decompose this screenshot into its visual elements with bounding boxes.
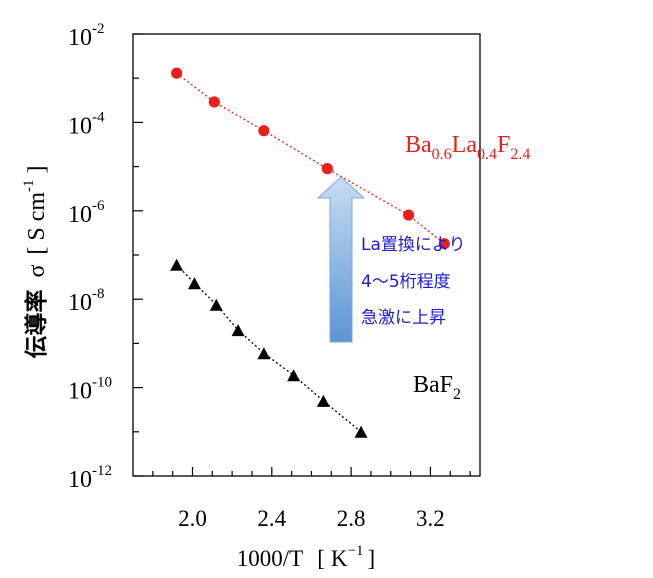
series-label-part: BaF: [413, 372, 453, 398]
x-tick-label: 2.4: [257, 506, 286, 531]
series-0-point: [171, 67, 183, 79]
series-label-baf2: BaF2: [413, 372, 461, 403]
y-tick-label: 10-10: [68, 375, 112, 405]
series-label-part: 2: [453, 386, 461, 403]
series-1-point: [316, 394, 330, 407]
y-axis-unit-base: S cm: [24, 192, 50, 241]
plot-frame: [132, 33, 481, 477]
series-1-point: [354, 425, 368, 438]
y-tick-label-exp: -6: [92, 198, 105, 214]
y-tick-label-exp: -8: [92, 286, 105, 302]
series-lines: [176, 72, 445, 433]
annotation-line-3: 急激に上昇: [361, 308, 446, 328]
x-tick-label: 2.8: [337, 506, 366, 531]
y-tick-label-exp: -12: [92, 463, 112, 479]
x-tick-label: 3.2: [416, 506, 445, 531]
y-axis-unit-exp: -1: [21, 179, 37, 192]
y-tick-label-exp: -2: [92, 21, 105, 37]
increase-arrow: [316, 176, 366, 343]
series-0-point: [438, 238, 450, 250]
series-1-point: [257, 347, 271, 360]
y-tick-label-base: 10: [68, 379, 92, 405]
series-label-part: 2.4: [510, 146, 530, 163]
y-axis-label-symbol: σ: [24, 265, 50, 278]
series-line-0: [176, 72, 445, 245]
axis-ticks: [133, 33, 471, 477]
y-tick-label: 10-2: [68, 21, 105, 51]
y-tick-label: 10-4: [68, 109, 105, 139]
series-markers: [170, 67, 450, 438]
y-tick-label-base: 10: [68, 202, 92, 228]
y-tick-label-base: 10: [68, 290, 92, 316]
x-axis-label-text: 1000/T: [237, 546, 303, 571]
series-label-part: F: [497, 132, 510, 158]
y-tick-label-base: 10: [68, 25, 92, 51]
x-axis-unit-base: K: [331, 546, 348, 571]
series-1-point: [187, 277, 201, 290]
series-line-1: [176, 264, 362, 433]
series-0-point: [208, 96, 220, 108]
series-0-point: [258, 125, 270, 137]
series-1-point: [209, 298, 223, 311]
series-label-part: Ba: [405, 132, 432, 158]
series-label-part: La: [452, 132, 478, 158]
series-label-part: 0.4: [477, 146, 497, 163]
series-0-point: [321, 163, 333, 175]
x-axis-unit-exp: −1: [348, 543, 364, 559]
series-0-point: [403, 209, 415, 221]
series-1-point: [231, 324, 245, 337]
series-1-point: [170, 258, 184, 271]
series-label-ba-la-f: Ba0.6La0.4F2.4: [405, 132, 530, 163]
annotation-line-1: La置換により: [361, 235, 466, 255]
x-tick-label: 2.0: [178, 506, 207, 531]
x-axis-label: 1000/T[K−1]: [237, 543, 375, 571]
y-axis-label-jp: 伝導率: [23, 290, 50, 359]
y-tick-label-exp: -4: [92, 109, 105, 125]
y-tick-label-base: 10: [68, 113, 92, 139]
y-tick-label: 10-12: [68, 463, 112, 493]
y-tick-label: 10-8: [68, 286, 105, 316]
annotation-line-2: 4～5桁程度: [361, 272, 451, 292]
y-tick-label-exp: -10: [92, 375, 112, 391]
y-tick-label: 10-6: [68, 198, 105, 228]
x-tick-labels: 2.0 2.4 2.8 3.2: [178, 506, 445, 531]
series-label-part: 0.6: [432, 146, 452, 163]
series-1-point: [287, 369, 301, 382]
y-tick-label-base: 10: [68, 467, 92, 493]
y-axis-label: 伝導率σ[S cm-1]: [21, 165, 50, 358]
